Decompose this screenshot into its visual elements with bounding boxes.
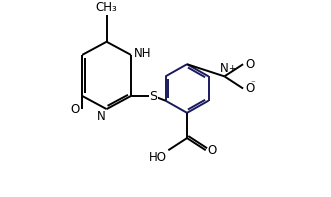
- Text: O: O: [245, 58, 254, 71]
- Text: N: N: [97, 110, 106, 123]
- Text: ⁻: ⁻: [250, 79, 255, 88]
- Text: CH₃: CH₃: [96, 1, 118, 14]
- Text: NH: NH: [134, 47, 151, 60]
- Text: O: O: [245, 82, 254, 95]
- Text: +: +: [228, 64, 236, 73]
- Text: HO: HO: [149, 151, 167, 164]
- Text: N: N: [220, 62, 229, 75]
- Text: S: S: [149, 89, 157, 102]
- Text: O: O: [70, 103, 79, 116]
- Text: O: O: [208, 144, 217, 157]
